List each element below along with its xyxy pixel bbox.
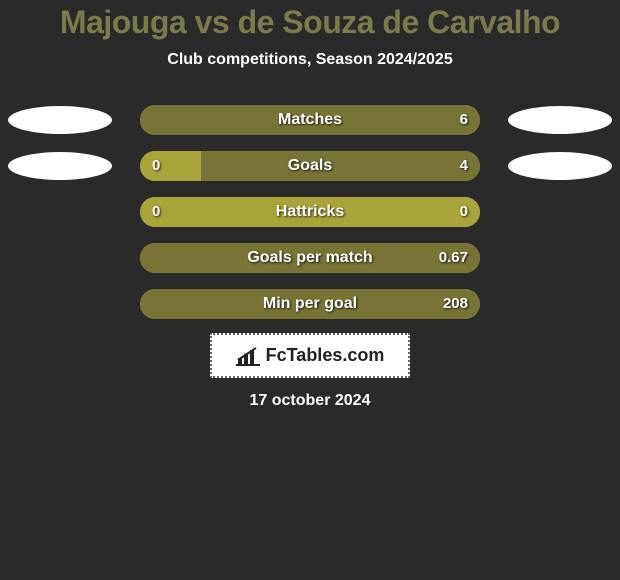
stat-bar-fill-right	[201, 151, 480, 181]
stat-bar-fill-left	[140, 151, 201, 181]
stat-row: Matches6	[0, 97, 620, 143]
stat-row: Min per goal208	[0, 281, 620, 327]
bar-chart-icon	[236, 346, 260, 366]
page-title: Majouga vs de Souza de Carvalho	[0, 4, 620, 41]
stat-row: Goals per match0.67	[0, 235, 620, 281]
stat-value-right: 208	[443, 289, 468, 319]
stat-bar-track: Goals04	[140, 151, 480, 181]
brand-box[interactable]: FcTables.com	[210, 333, 411, 378]
stat-row: Goals04	[0, 143, 620, 189]
stat-row: Hattricks00	[0, 189, 620, 235]
player-left-placeholder	[8, 152, 112, 180]
stat-value-right: 4	[460, 151, 468, 181]
stat-bar-fill-right	[140, 289, 480, 319]
stat-value-right: 0	[460, 197, 468, 227]
brand-inner: FcTables.com	[236, 345, 385, 366]
date-text: 17 october 2024	[0, 392, 620, 410]
stat-value-right: 0.67	[439, 243, 468, 273]
stat-bar-track: Goals per match0.67	[140, 243, 480, 273]
player-right-placeholder	[508, 106, 612, 134]
stat-bar-fill-right	[140, 105, 480, 135]
stats-rows: Matches6Goals04Hattricks00Goals per matc…	[0, 97, 620, 327]
stat-value-left: 0	[152, 197, 160, 227]
stat-value-right: 6	[460, 105, 468, 135]
player-left-placeholder	[8, 106, 112, 134]
subtitle: Club competitions, Season 2024/2025	[0, 51, 620, 69]
stat-bar-track: Matches6	[140, 105, 480, 135]
player-right-placeholder	[508, 152, 612, 180]
stat-bar-fill-left	[140, 197, 480, 227]
stat-bar-track: Min per goal208	[140, 289, 480, 319]
brand-text: FcTables.com	[266, 345, 385, 366]
stat-bar-fill-right	[140, 243, 480, 273]
stat-bar-track: Hattricks00	[140, 197, 480, 227]
stat-value-left: 0	[152, 151, 160, 181]
comparison-card: Majouga vs de Souza de Carvalho Club com…	[0, 0, 620, 410]
